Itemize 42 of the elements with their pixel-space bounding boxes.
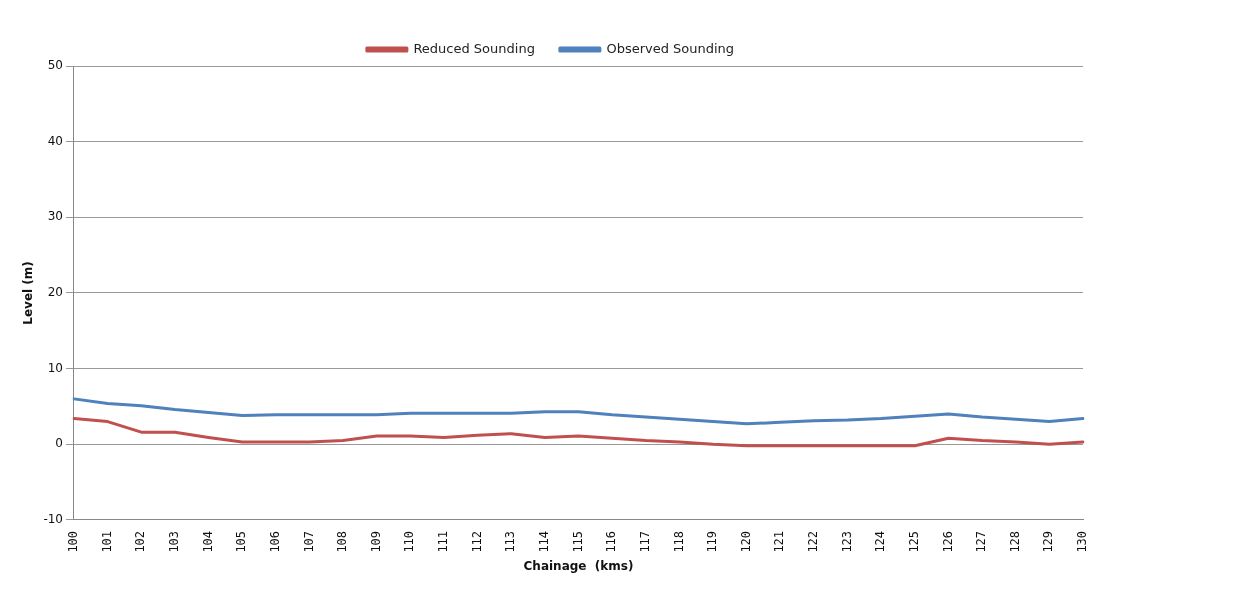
- x-tick-label: 122: [806, 530, 821, 553]
- x-tick-label: 103: [167, 530, 182, 553]
- x-tick-label: 112: [469, 530, 484, 553]
- y-tick-label: 20: [47, 285, 63, 300]
- x-tick-label: 107: [301, 530, 316, 553]
- x-tick-label: 129: [1041, 530, 1056, 553]
- y-axis-title: Level (m): [21, 261, 36, 325]
- x-tick-label: 108: [335, 530, 350, 553]
- x-tick-label: 105: [234, 530, 249, 553]
- x-tick-label: 100: [66, 530, 81, 553]
- x-tick-label: 116: [604, 530, 619, 553]
- x-tick-label: 106: [267, 530, 282, 553]
- x-tick-label: 114: [536, 530, 551, 553]
- y-tick-label: 40: [47, 133, 63, 148]
- y-tick-label: 30: [47, 209, 63, 224]
- x-tick-label: 126: [940, 530, 955, 553]
- y-tick-label: 10: [47, 360, 63, 375]
- x-tick-label: 121: [772, 530, 787, 553]
- x-tick-label: 101: [99, 530, 114, 553]
- x-tick-label: 113: [503, 530, 518, 553]
- legend-label: Reduced Sounding: [413, 40, 535, 56]
- x-tick-label: 104: [200, 530, 215, 553]
- x-axis-title: Chainage (kms): [523, 558, 634, 573]
- x-tick-label: 127: [974, 530, 989, 553]
- x-tick-label: 123: [839, 530, 854, 553]
- y-tick-label: 50: [47, 58, 63, 73]
- x-tick-label: 118: [671, 530, 686, 553]
- y-tick-label: -10: [43, 512, 63, 527]
- x-tick-label: 125: [906, 530, 921, 553]
- x-tick-label: 128: [1007, 530, 1022, 553]
- y-tick-label: 0: [55, 436, 63, 451]
- legend-label: Observed Sounding: [606, 40, 735, 56]
- x-tick-label: 117: [637, 530, 652, 553]
- x-tick-label: 119: [705, 530, 720, 553]
- x-tick-label: 130: [1075, 530, 1090, 553]
- x-tick-label: 111: [436, 530, 451, 553]
- x-tick-label: 124: [873, 530, 888, 553]
- x-tick-label: 102: [133, 530, 148, 553]
- x-tick-label: 110: [402, 530, 417, 553]
- x-tick-label: 115: [570, 530, 585, 553]
- x-tick-label: 109: [368, 530, 383, 553]
- x-tick-label: 120: [738, 530, 753, 553]
